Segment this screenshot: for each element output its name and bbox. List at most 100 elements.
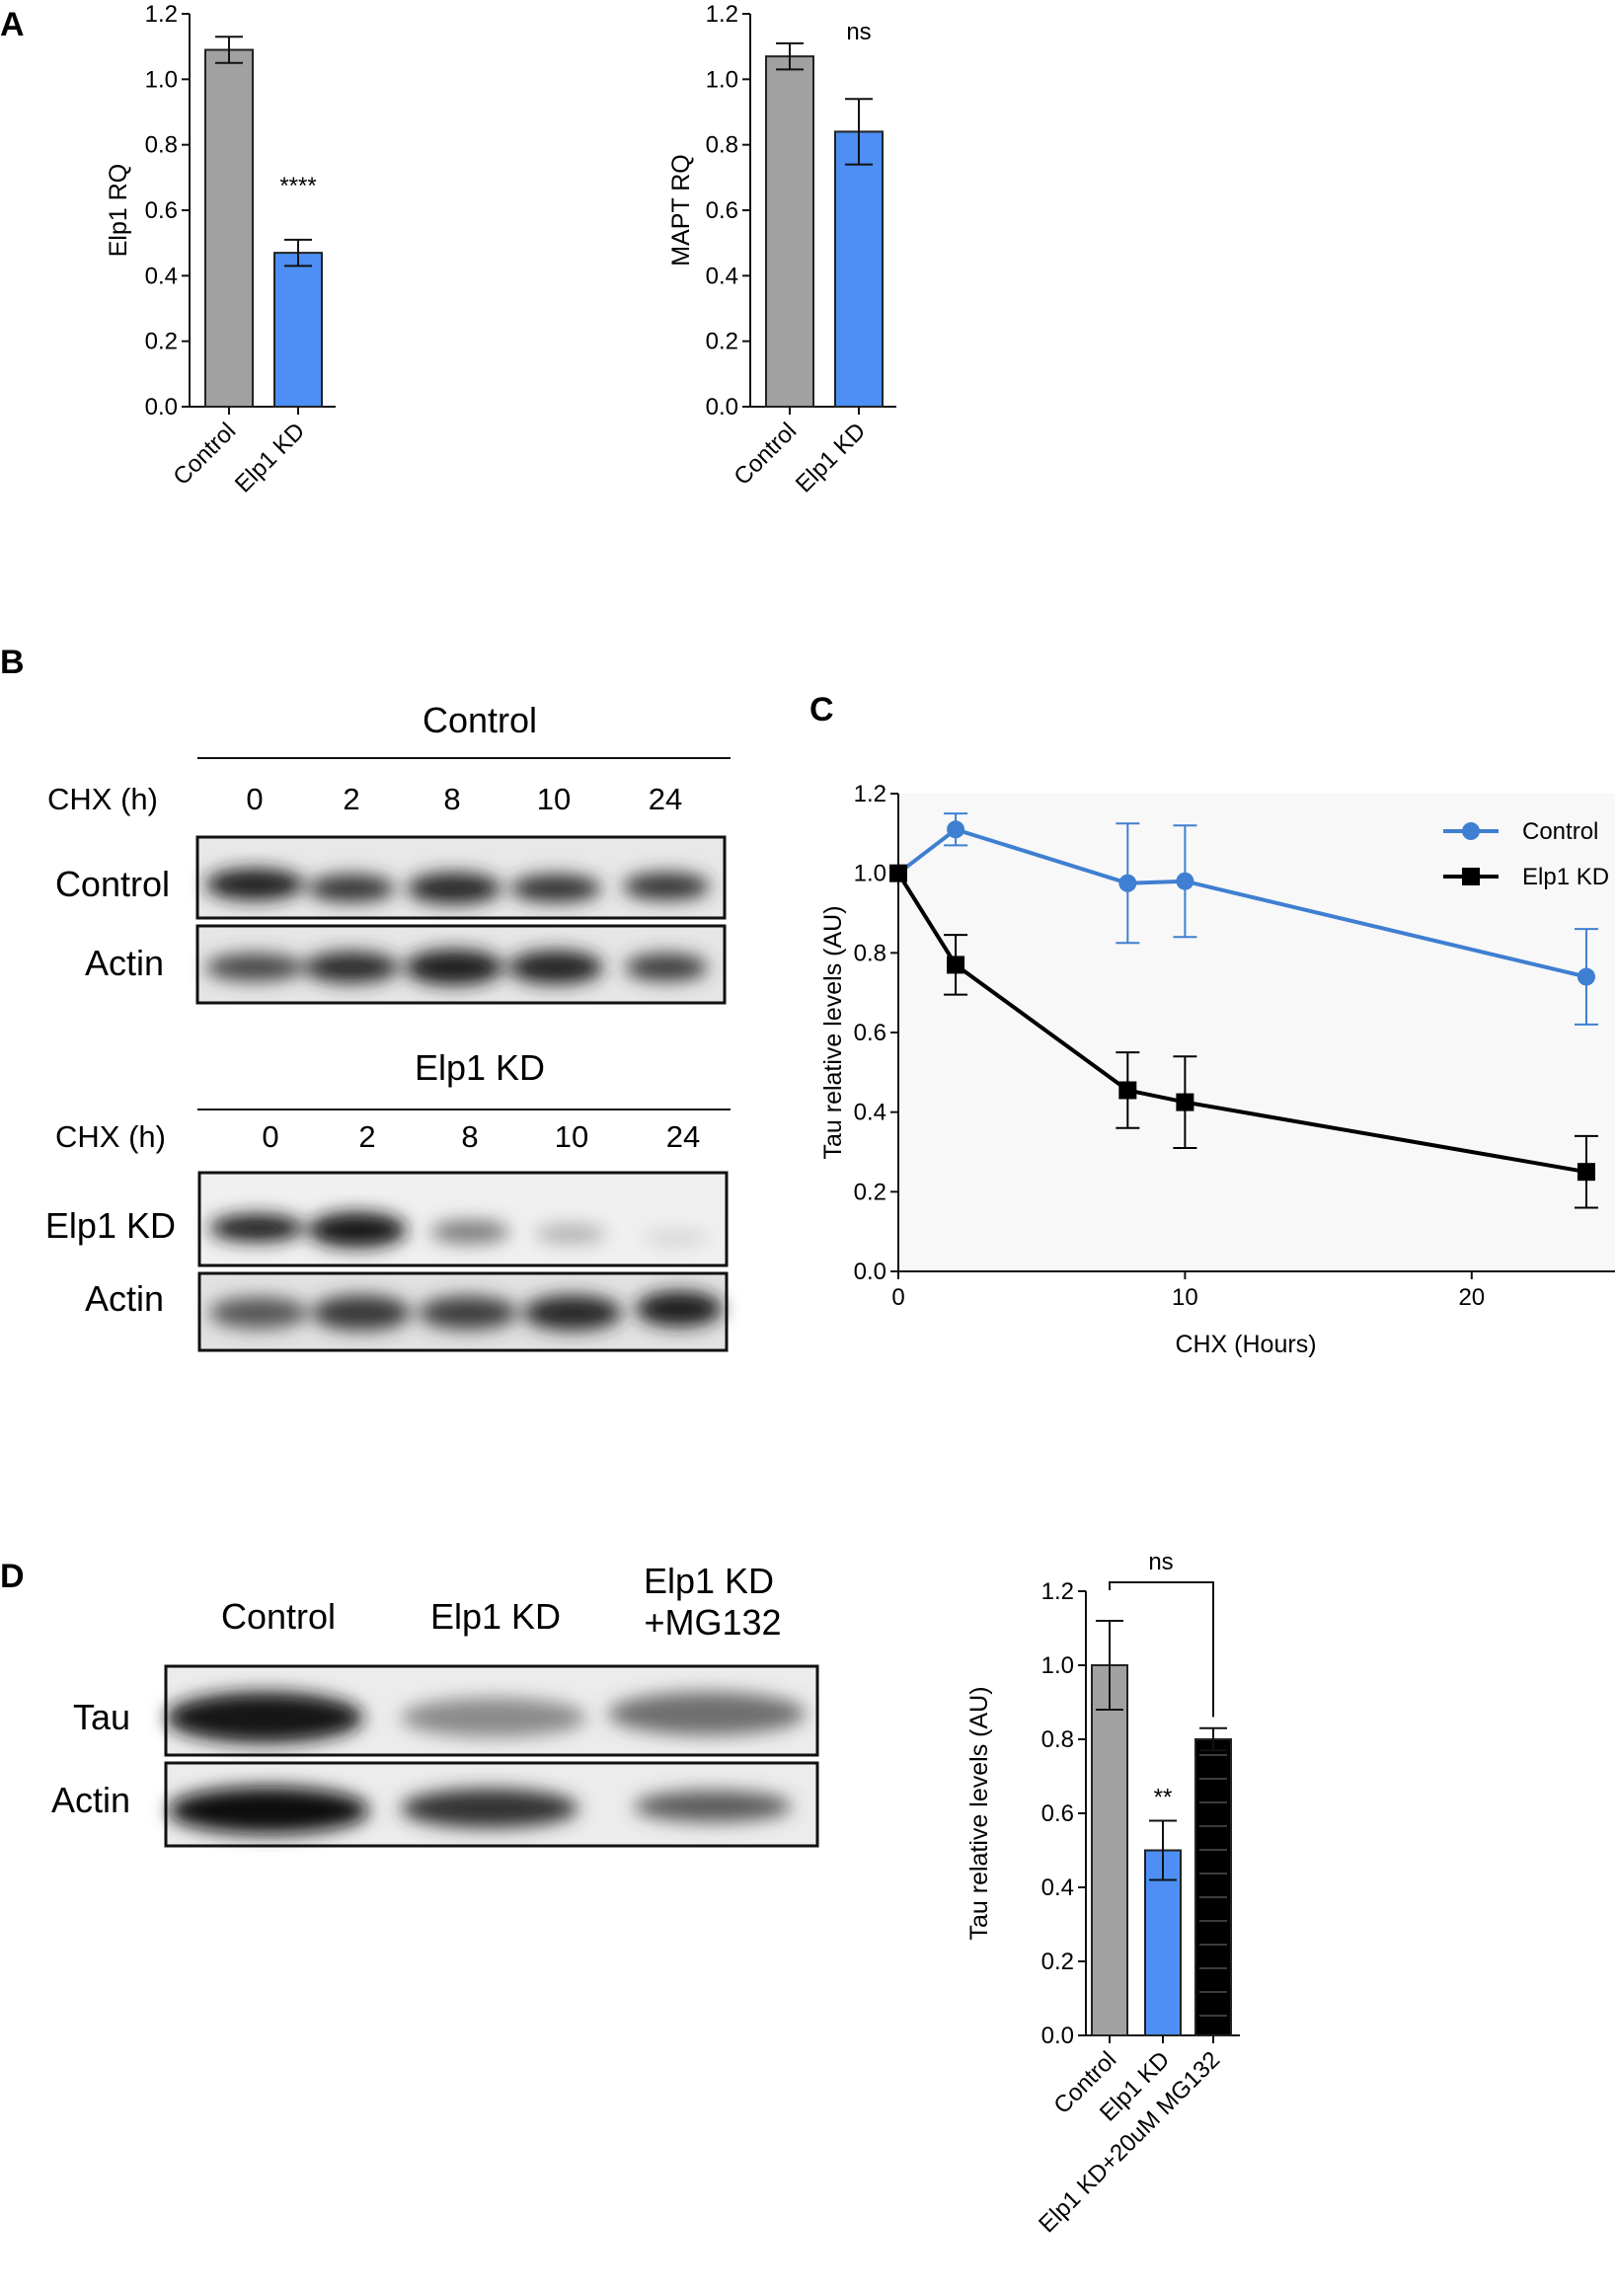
blot-b-control-timepoint: 2 <box>343 782 359 816</box>
y-tick-label: 0.8 <box>145 132 178 159</box>
y-tick-label: 0.8 <box>854 940 886 966</box>
blot-b-kd-actin-label: Actin <box>85 1278 164 1319</box>
blot-d-lane-label: Elp1 KD <box>644 1561 774 1601</box>
bar <box>1091 1664 1128 2036</box>
bar-chart-tau-mg132: 0.0 0.2 0.4 0.6 0.8 1.0 1.2 Tau relative levels… <box>965 1549 1240 2238</box>
data-point <box>1118 1081 1137 1100</box>
panel-letter-a: A <box>0 6 25 43</box>
significance-label: **** <box>279 173 316 199</box>
significance-label: ns <box>1148 1549 1173 1575</box>
y-tick-label: 0.2 <box>145 329 178 355</box>
y-tick-label: 0.6 <box>706 197 738 224</box>
y-tick-label: 1.2 <box>706 1 738 28</box>
x-tick-label: Elp1 KD <box>230 418 310 497</box>
y-tick-label: 0.6 <box>145 197 178 224</box>
blot-d: Control Elp1 KD Elp1 KD +MG132 Tau Actin <box>51 1561 819 1848</box>
blot-b-control-tau-frame <box>195 835 727 920</box>
y-tick-label: 0.4 <box>854 1100 886 1126</box>
y-tick-label: 0.0 <box>145 394 178 421</box>
y-tick-label: 0.8 <box>706 132 738 159</box>
blot-b-kd-actin-frame <box>197 1271 729 1352</box>
significance-bracket <box>1109 1581 1214 1718</box>
blot-b-kd: Elp1 KD CHX (h) 0 2 8 10 24 Elp1 KD Acti… <box>45 1047 731 1352</box>
y-axis-label: Tau relative levels (AU) <box>965 1686 993 1940</box>
x-tick-label: 0 <box>891 1284 904 1311</box>
y-tick-label: 1.0 <box>854 861 886 887</box>
data-point <box>1118 874 1137 892</box>
y-tick-label: 0.4 <box>145 263 178 289</box>
panel-letter-c: C <box>809 691 834 728</box>
y-tick-label: 1.0 <box>145 66 178 93</box>
blot-b-control-actin-label: Actin <box>85 943 164 983</box>
y-tick-label: 0.0 <box>706 394 738 421</box>
y-tick-label: 1.2 <box>1041 1578 1074 1605</box>
blot-d-tau-bands <box>166 1692 806 1743</box>
data-point <box>1577 1163 1595 1182</box>
y-axis-label: MAPT RQ <box>667 154 695 266</box>
y-axis-label: Tau relative levels (AU) <box>819 905 847 1159</box>
panel-letter-d: D <box>0 1558 25 1595</box>
y-tick-label: 1.0 <box>706 66 738 93</box>
y-tick-label: 0.6 <box>1041 1800 1074 1827</box>
y-tick-label: 0.4 <box>706 263 738 289</box>
bar <box>204 48 254 408</box>
blot-d-lane-label: Control <box>221 1596 336 1637</box>
blot-b-control-header: Control <box>423 700 537 740</box>
data-point <box>1176 1093 1194 1111</box>
y-tick-label: 0.6 <box>854 1020 886 1046</box>
y-tick-label: 0.0 <box>854 1259 886 1285</box>
data-point <box>947 820 965 839</box>
blot-d-tau-frame <box>164 1664 819 1757</box>
legend-label: Control <box>1522 818 1598 845</box>
blot-b-control-timepoint: 8 <box>443 782 460 816</box>
blot-b-kd-timepoint: 2 <box>358 1119 375 1154</box>
blot-b-kd-tau-bands <box>209 1212 709 1248</box>
y-tick-label: 1.2 <box>854 781 886 807</box>
y-tick-label: 0.2 <box>706 329 738 355</box>
data-point <box>947 956 965 974</box>
blot-b-control-actin-frame <box>195 924 727 1005</box>
blot-b-kd-header: Elp1 KD <box>415 1047 545 1088</box>
legend-marker <box>1462 822 1480 840</box>
panel-letter-b: B <box>0 644 25 681</box>
blot-d-actin-bands <box>168 1787 792 1834</box>
blot-d-actin-frame <box>164 1761 819 1848</box>
blot-d-row-label: Actin <box>51 1780 130 1820</box>
y-tick-label: 1.0 <box>1041 1652 1074 1679</box>
line-chart-tau-chx: 0.0 0.2 0.4 0.6 0.8 1.0 1.2 0 10 20 CHX (Hours) Tau… <box>819 781 1615 1358</box>
blot-b-control-timepoint: 24 <box>649 782 682 816</box>
blot-b-kd-timepoint: 24 <box>666 1119 700 1154</box>
blot-b-kd-timepoint: 8 <box>461 1119 478 1154</box>
bar <box>834 130 884 408</box>
y-tick-label: 0.2 <box>854 1179 886 1205</box>
legend-marker <box>1462 868 1480 885</box>
y-tick-label: 0.2 <box>1041 1949 1074 1975</box>
blot-b-control-timepoint: 0 <box>246 782 263 816</box>
y-tick-label: 0.0 <box>1041 2023 1074 2049</box>
blot-d-lane-label: +MG132 <box>644 1602 781 1643</box>
blot-b-kd-tau-frame <box>197 1171 729 1267</box>
blot-b-control-chx-label: CHX (h) <box>47 782 158 816</box>
y-axis-label: Elp1 RQ <box>105 164 132 257</box>
legend-label: Elp1 KD <box>1522 864 1609 890</box>
blot-b-kd-timepoint: 0 <box>262 1119 278 1154</box>
blot-d-row-label: Tau <box>73 1697 130 1737</box>
bar <box>273 252 323 408</box>
bar <box>1194 1738 1232 2036</box>
x-tick-label: 20 <box>1458 1284 1485 1311</box>
x-axis-label: CHX (Hours) <box>1175 1331 1316 1358</box>
data-point <box>889 864 907 882</box>
data-point <box>1176 872 1194 890</box>
blot-b-kd-chx-label: CHX (h) <box>55 1119 166 1154</box>
plot-area <box>898 794 1615 1271</box>
significance-label: ** <box>1154 1785 1173 1811</box>
blot-d-lane-label: Elp1 KD <box>430 1596 561 1637</box>
blot-b-kd-timepoint: 10 <box>555 1119 588 1154</box>
blot-b-control-tau-bands <box>205 869 710 904</box>
x-tick-label: 10 <box>1172 1284 1198 1311</box>
y-tick-label: 1.2 <box>145 1 178 28</box>
blot-b-control-row-label: Control <box>55 864 170 904</box>
